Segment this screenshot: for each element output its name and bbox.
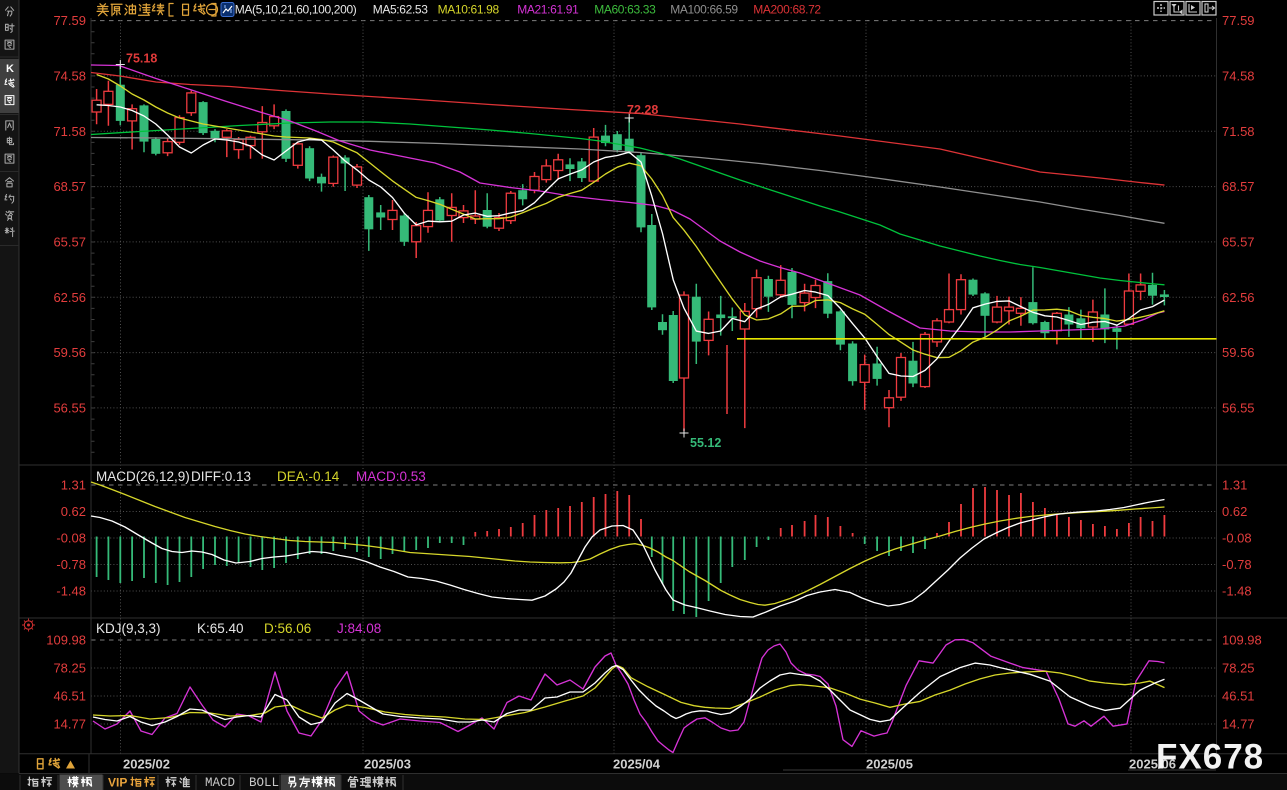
- svg-text:DEA:-0.14: DEA:-0.14: [277, 469, 340, 484]
- svg-text:2025/02: 2025/02: [123, 757, 170, 772]
- svg-text:46.51: 46.51: [1222, 689, 1255, 704]
- svg-text:MA200:68.72: MA200:68.72: [753, 3, 821, 17]
- svg-text:KDJ(9,3,3): KDJ(9,3,3): [96, 621, 161, 636]
- svg-text:65.57: 65.57: [53, 234, 86, 249]
- svg-text:MA(5,10,21,60,100,200): MA(5,10,21,60,100,200): [235, 3, 357, 17]
- svg-text:2025/06: 2025/06: [1129, 757, 1176, 772]
- svg-text:MA60:63.33: MA60:63.33: [594, 3, 656, 17]
- svg-text:MACD: MACD: [205, 776, 235, 790]
- svg-text:77.59: 77.59: [1222, 13, 1255, 28]
- svg-text:71.58: 71.58: [53, 124, 86, 139]
- svg-text:74.58: 74.58: [1222, 68, 1255, 83]
- svg-text:MA21:61.91: MA21:61.91: [517, 3, 579, 17]
- svg-text:MA5:62.53: MA5:62.53: [373, 3, 429, 17]
- svg-text:75.18: 75.18: [126, 52, 157, 66]
- svg-text:77.59: 77.59: [53, 13, 86, 28]
- svg-text:78.25: 78.25: [1222, 661, 1255, 676]
- svg-text:72.28: 72.28: [627, 103, 658, 117]
- svg-text:0.62: 0.62: [1222, 504, 1247, 519]
- svg-text:-0.08: -0.08: [56, 531, 86, 546]
- svg-text:14.77: 14.77: [1222, 717, 1255, 732]
- svg-text:56.55: 56.55: [1222, 400, 1255, 415]
- svg-text:109.98: 109.98: [1222, 633, 1262, 648]
- svg-text:56.55: 56.55: [53, 400, 86, 415]
- svg-text:MA10:61.98: MA10:61.98: [438, 3, 500, 17]
- svg-text:55.12: 55.12: [690, 436, 721, 450]
- svg-text:1.31: 1.31: [61, 478, 86, 493]
- svg-text:65.57: 65.57: [1222, 234, 1255, 249]
- svg-text:-0.78: -0.78: [56, 557, 86, 572]
- svg-text:68.57: 68.57: [1222, 179, 1255, 194]
- svg-text:-0.08: -0.08: [1222, 531, 1252, 546]
- svg-text:78.25: 78.25: [53, 661, 86, 676]
- svg-text:K: K: [6, 63, 14, 75]
- svg-text:-1.48: -1.48: [56, 584, 86, 599]
- svg-text:BOLL: BOLL: [249, 776, 279, 790]
- svg-text:71.58: 71.58: [1222, 124, 1255, 139]
- svg-text:2025/05: 2025/05: [866, 757, 913, 772]
- svg-text:109.98: 109.98: [46, 633, 86, 648]
- svg-text:74.58: 74.58: [53, 68, 86, 83]
- svg-text:MACD:0.53: MACD:0.53: [356, 469, 426, 484]
- svg-text:2025/04: 2025/04: [613, 757, 661, 772]
- svg-text:59.56: 59.56: [1222, 345, 1255, 360]
- svg-text:-1.48: -1.48: [1222, 584, 1252, 599]
- svg-text:59.56: 59.56: [53, 345, 86, 360]
- svg-text:VIP: VIP: [108, 776, 127, 790]
- svg-text:-0.78: -0.78: [1222, 557, 1252, 572]
- svg-text:62.56: 62.56: [1222, 290, 1255, 305]
- svg-text:J:84.08: J:84.08: [337, 621, 381, 636]
- svg-text:2025/03: 2025/03: [364, 757, 411, 772]
- svg-text:62.56: 62.56: [53, 290, 86, 305]
- svg-text:0.62: 0.62: [61, 504, 86, 519]
- svg-text:MA100:66.59: MA100:66.59: [670, 3, 738, 17]
- svg-text:DIFF:0.13: DIFF:0.13: [191, 469, 251, 484]
- svg-text:68.57: 68.57: [53, 179, 86, 194]
- svg-text:46.51: 46.51: [53, 689, 86, 704]
- svg-text:FX678: FX678: [1156, 738, 1264, 777]
- svg-text:K:65.40: K:65.40: [197, 621, 244, 636]
- svg-text:MACD(26,12,9): MACD(26,12,9): [96, 469, 190, 484]
- svg-text:D:56.06: D:56.06: [264, 621, 311, 636]
- svg-text:14.77: 14.77: [53, 717, 86, 732]
- svg-text:1.31: 1.31: [1222, 478, 1247, 493]
